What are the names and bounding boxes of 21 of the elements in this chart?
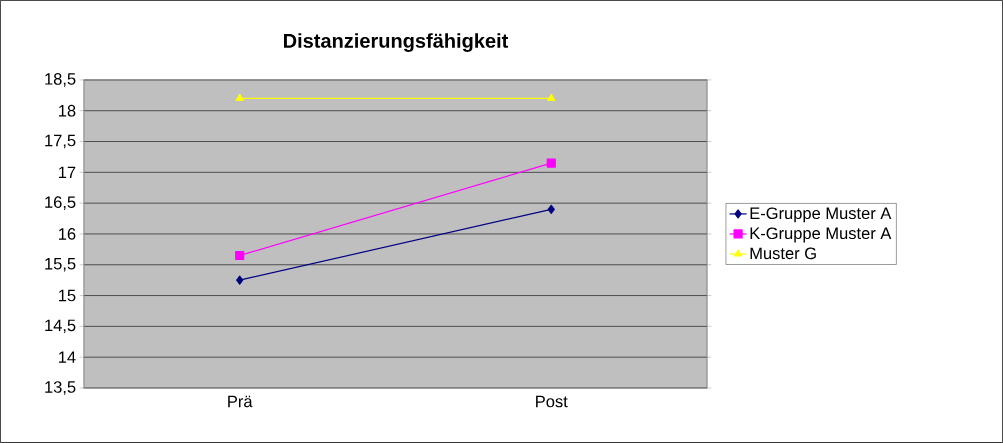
y-tick-label: 14	[59, 351, 76, 363]
y-tick-label: 16,5	[45, 196, 76, 211]
chart-title: Distanzierungsfähigkeit	[284, 33, 509, 52]
y-tick-label: 18,5	[45, 73, 76, 87]
y-tick-label: 15	[59, 289, 76, 302]
point	[235, 250, 245, 261]
y-tick-label: 16	[59, 228, 76, 240]
y-tick-label: 15,5	[45, 258, 76, 272]
legend-label: K-Gruppe Muster A	[750, 227, 892, 243]
y-tick-label: 17	[59, 166, 76, 179]
y-tick-label: 13,5	[45, 381, 76, 395]
point	[546, 158, 556, 168]
x-tick-label: Prä	[228, 395, 253, 408]
point	[547, 204, 555, 214]
legend-label: E-Gruppe Muster A	[750, 207, 892, 223]
y-tick-label: 18	[59, 104, 76, 117]
point	[236, 275, 244, 285]
legend-label: Muster G	[750, 247, 816, 260]
y-tick-label: 14,5	[45, 319, 76, 334]
y-tick-label: 17,5	[45, 134, 76, 149]
x-tick-label: Post	[536, 395, 568, 408]
